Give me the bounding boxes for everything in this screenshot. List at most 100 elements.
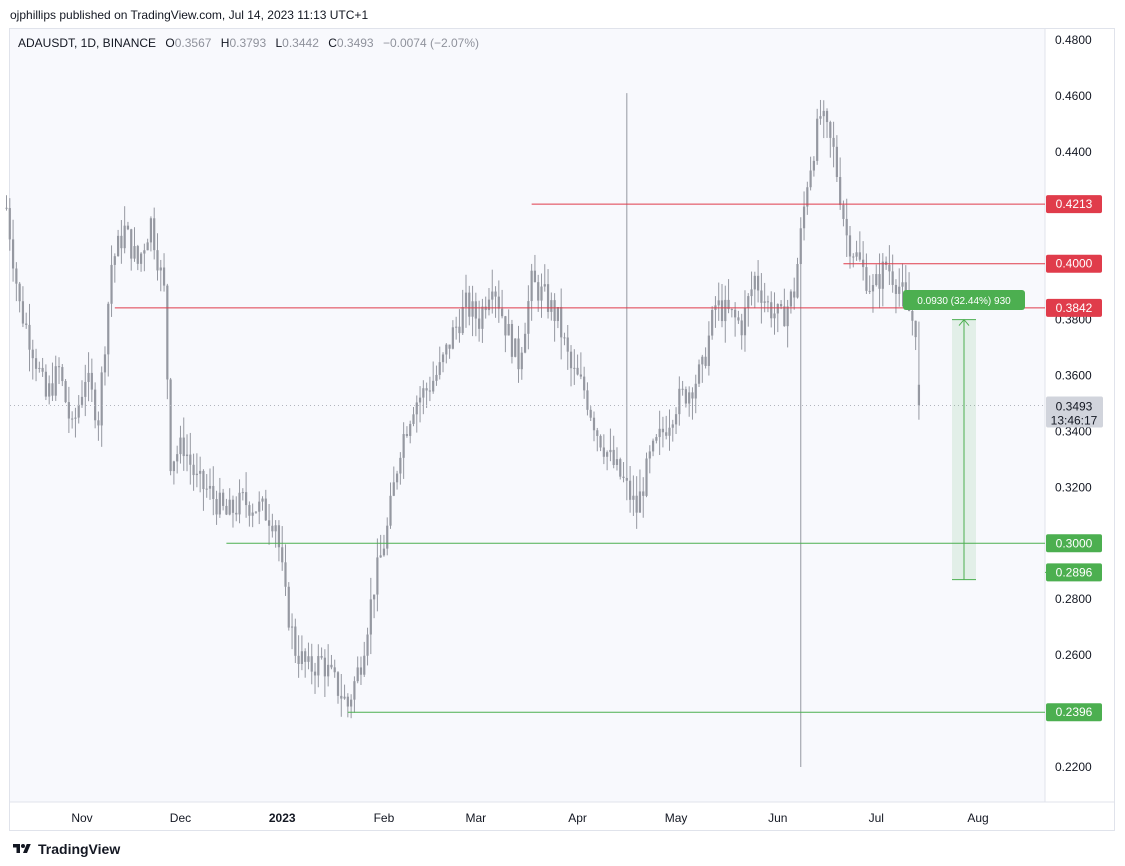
x-tick-label: Feb bbox=[374, 811, 395, 825]
measure-label: 0.0930 (32.44%) 930 bbox=[917, 296, 1011, 307]
y-tick-label: 0.4600 bbox=[1055, 89, 1092, 103]
candle-body bbox=[901, 282, 904, 287]
candle-body bbox=[753, 275, 756, 290]
candle-body bbox=[418, 397, 422, 403]
legend-close-label: C bbox=[328, 36, 337, 50]
candle-body bbox=[822, 110, 825, 117]
y-tick-label: 0.3600 bbox=[1055, 369, 1092, 383]
y-tick-label: 0.3200 bbox=[1055, 480, 1092, 494]
candle-body bbox=[18, 283, 21, 302]
candle-body bbox=[707, 335, 710, 366]
candle-body bbox=[681, 388, 684, 390]
candle-body bbox=[629, 480, 632, 500]
candle-body bbox=[793, 291, 796, 298]
candle-body bbox=[563, 337, 566, 339]
candle-body bbox=[546, 284, 550, 312]
candle-body bbox=[94, 389, 97, 421]
candle-body bbox=[172, 461, 175, 472]
candle-body bbox=[599, 435, 602, 448]
support-price-tag-label: 0.2396 bbox=[1056, 705, 1093, 719]
candle-body bbox=[875, 274, 878, 286]
candle-body bbox=[212, 485, 215, 500]
symbol-legend: ADAUSDT, 1D, BINANCE O0.3567 H0.3793 L0.… bbox=[18, 36, 479, 50]
candle-body bbox=[661, 428, 665, 433]
candle-body bbox=[606, 452, 609, 457]
candle-body bbox=[763, 301, 766, 303]
candle-body bbox=[757, 275, 760, 291]
candle-body bbox=[67, 402, 70, 419]
candle-body bbox=[852, 256, 855, 258]
candle-body bbox=[90, 372, 93, 390]
plot-area[interactable] bbox=[10, 29, 1045, 802]
candle-body bbox=[540, 286, 543, 301]
legend-open-label: O bbox=[165, 36, 175, 50]
candle-body bbox=[103, 354, 107, 373]
candle-body bbox=[277, 525, 281, 548]
candle-body bbox=[363, 655, 366, 675]
measure-arrow-head bbox=[958, 318, 970, 326]
candle-body bbox=[445, 344, 448, 355]
candle-body bbox=[310, 656, 313, 672]
candle-body bbox=[113, 256, 116, 265]
candle-body bbox=[51, 383, 54, 396]
candle-body bbox=[845, 218, 848, 236]
candle-body bbox=[481, 306, 484, 329]
candle-body bbox=[44, 371, 47, 397]
resistance-price-tag-label: 0.3842 bbox=[1056, 301, 1093, 315]
legend-high-label: H bbox=[220, 36, 230, 50]
candle-body bbox=[323, 657, 326, 677]
candle-body bbox=[287, 586, 290, 628]
candle-body bbox=[743, 307, 747, 336]
candle-body bbox=[871, 285, 875, 292]
candle-body bbox=[914, 320, 917, 338]
candle-body bbox=[802, 206, 806, 229]
candle-body bbox=[455, 326, 458, 328]
candle-body bbox=[632, 495, 635, 500]
candle-body bbox=[297, 655, 300, 664]
candle-body bbox=[674, 414, 678, 425]
candle-body bbox=[48, 383, 51, 397]
published-line: ojphillips published on TradingView.com,… bbox=[10, 8, 369, 22]
candle-body bbox=[435, 374, 438, 381]
candle-body bbox=[425, 388, 428, 391]
y-tick-label: 0.4400 bbox=[1055, 145, 1092, 159]
candle-body bbox=[569, 351, 573, 369]
candle-body bbox=[139, 253, 143, 264]
candle-body bbox=[267, 520, 271, 526]
support-price-tag bbox=[1046, 534, 1102, 553]
candle-body bbox=[727, 299, 730, 310]
candle-body bbox=[25, 323, 28, 325]
candle-body bbox=[839, 177, 842, 205]
candle-body bbox=[441, 354, 445, 363]
candle-body bbox=[642, 491, 645, 496]
candle-body bbox=[898, 286, 901, 294]
candle-body bbox=[796, 264, 799, 298]
candle-body bbox=[464, 292, 468, 308]
candle-body bbox=[356, 667, 359, 682]
candle-body bbox=[566, 337, 569, 352]
candle-body bbox=[596, 430, 599, 436]
tradingview-logo-icon bbox=[13, 844, 31, 853]
candle-body bbox=[409, 423, 412, 436]
candle-body bbox=[648, 451, 651, 459]
candle-body bbox=[415, 402, 418, 415]
candle-body bbox=[333, 667, 336, 673]
candle-body bbox=[130, 229, 133, 259]
candle-body bbox=[399, 457, 402, 474]
candle-body bbox=[61, 367, 64, 382]
candle-body bbox=[330, 664, 333, 668]
candle-body bbox=[307, 656, 310, 662]
candle-body bbox=[120, 235, 123, 249]
candle-body bbox=[868, 290, 871, 292]
footer-brand[interactable]: TradingView bbox=[12, 841, 120, 857]
candle-body bbox=[100, 372, 103, 426]
candle-body bbox=[750, 289, 753, 297]
candle-body bbox=[779, 304, 783, 307]
y-tick-label: 0.2600 bbox=[1055, 648, 1092, 662]
candle-body bbox=[783, 306, 786, 327]
candle-body bbox=[222, 492, 225, 506]
support-price-tag-label: 0.3000 bbox=[1056, 536, 1093, 550]
candle-body bbox=[369, 599, 372, 635]
current-price-label: 0.3493 bbox=[1056, 399, 1093, 413]
